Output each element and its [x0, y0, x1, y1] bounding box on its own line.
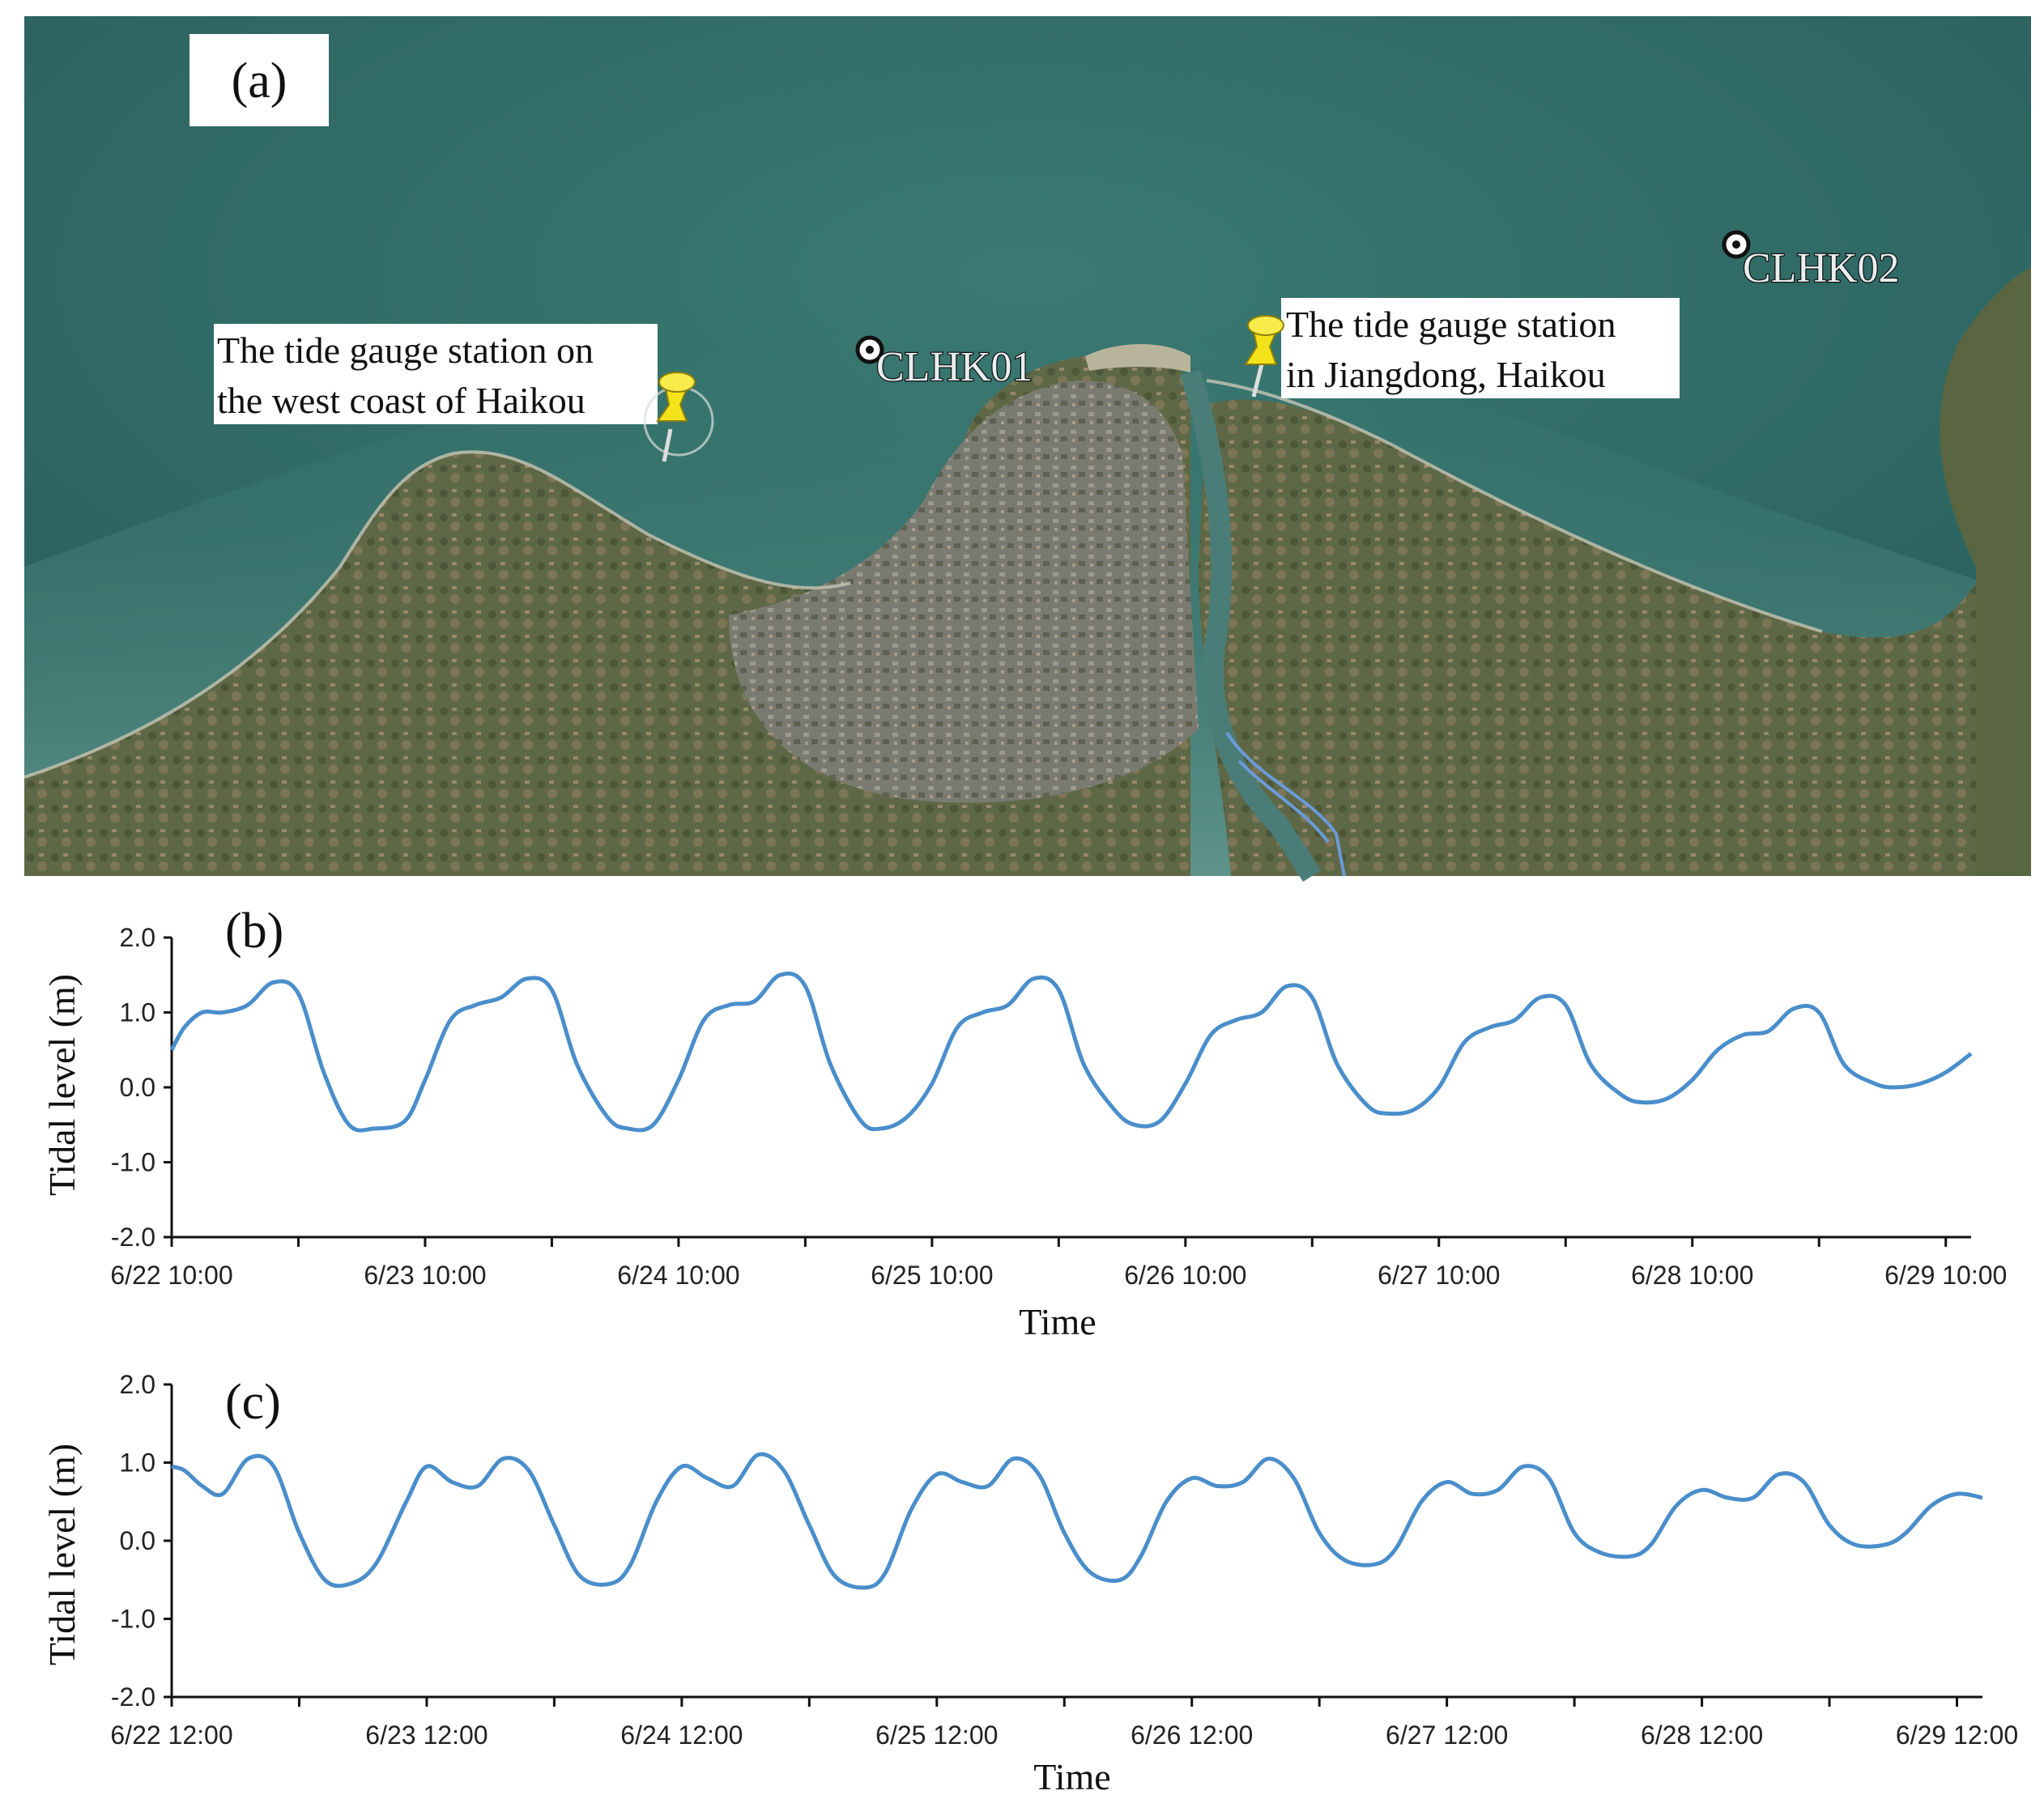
map-east-peninsula — [1940, 267, 2031, 876]
callout-west-line-1: The tide gauge station on — [217, 330, 594, 371]
map-land-east — [1199, 275, 2031, 876]
station-clhk01-label: CLHK01 — [876, 344, 1033, 390]
chart-c-marks — [171, 1452, 1983, 1590]
y-tick-label: 2.0 — [120, 923, 155, 952]
callout-east-line-1: The tide gauge station — [1286, 304, 1616, 345]
chart-b-marks — [169, 971, 1973, 1133]
y-tick-label: 0.0 — [120, 1073, 155, 1102]
chart-panel-b: (b) Tidal level (m) Time 2.0 1.0 0.0 -1.0 -2… — [41, 904, 2007, 1342]
x-axis-title-c: Time — [1033, 1756, 1110, 1797]
x-tick-label: 6/22 12:00 — [110, 1720, 232, 1750]
map-river — [1180, 369, 1321, 882]
callout-west-box — [214, 324, 658, 424]
callout-east-line-2: in Jiangdong, Haikou — [1286, 354, 1606, 395]
x-tick-label: 6/22 10:00 — [110, 1261, 232, 1290]
y-tick-label: -2.0 — [111, 1682, 155, 1712]
panel-label-a: (a) — [232, 53, 287, 108]
x-tick-label: 6/26 12:00 — [1131, 1720, 1253, 1750]
y-tick-label: 0.0 — [120, 1526, 155, 1555]
y-tick-label: 2.0 — [120, 1370, 155, 1399]
y-tick-label: -1.0 — [111, 1148, 155, 1177]
station-clhk02: CLHK02 — [1722, 230, 1901, 292]
map-city — [729, 381, 1199, 803]
chart-panel-c: (c) Tidal level (m) Time 2.0 1.0 0.0 -1.0 -2… — [41, 1370, 2018, 1797]
x-tick-label: 6/26 10:00 — [1124, 1261, 1246, 1290]
pin-icon-east — [1244, 315, 1284, 398]
x-tick-label: 6/27 12:00 — [1386, 1720, 1508, 1750]
x-tick-label: 6/25 12:00 — [875, 1720, 998, 1750]
map-panel: (a) The tide gauge station on the west c… — [23, 16, 2031, 882]
y-tick-label: 1.0 — [120, 1448, 155, 1478]
panel-label-c: (c) — [225, 1375, 281, 1430]
x-tick-label: 6/29 10:00 — [1884, 1261, 2007, 1290]
y-axis-title-b: Tidal level (m) — [41, 974, 83, 1196]
x-tick-label: 6/27 10:00 — [1378, 1261, 1500, 1290]
x-tick-label: 6/28 12:00 — [1641, 1720, 1763, 1750]
x-tick-label: 6/28 10:00 — [1631, 1261, 1753, 1290]
x-tick-label: 6/25 10:00 — [871, 1261, 993, 1290]
y-tick-label: 1.0 — [120, 998, 155, 1027]
series-line-tidal-level — [169, 971, 1973, 1133]
panel-label-b: (b) — [225, 904, 283, 959]
x-tick-label: 6/23 12:00 — [365, 1720, 488, 1750]
y-axis-title-c: Tidal level (m) — [41, 1444, 83, 1665]
x-tick-label: 6/29 12:00 — [1896, 1720, 2018, 1750]
callout-east-box — [1281, 298, 1680, 398]
panel-label-a-box — [189, 34, 329, 126]
station-clhk02-label: CLHK02 — [1743, 245, 1900, 291]
station-clhk01: CLHK01 — [855, 335, 1034, 391]
y-tick-label: -1.0 — [111, 1605, 155, 1634]
y-tick-label: -2.0 — [111, 1223, 155, 1252]
map-river-outline — [1225, 731, 1346, 877]
x-tick-label: 6/23 10:00 — [364, 1261, 486, 1290]
map-coastline — [23, 379, 1823, 779]
x-tick-label: 6/24 12:00 — [620, 1720, 743, 1750]
pin-icon-west — [643, 372, 714, 462]
series-line-tidal-level — [171, 1452, 1983, 1590]
chart-b-axes: 2.0 1.0 0.0 -1.0 -2.0 6/22 10:00 6/23 10:00 6/2… — [110, 923, 2007, 1290]
x-tick-label: 6/24 10:00 — [617, 1261, 739, 1290]
map-sand-spit — [1085, 344, 1190, 372]
callout-west-line-2: the west coast of Haikou — [217, 380, 586, 421]
chart-c-axes: 2.0 1.0 0.0 -1.0 -2.0 6/22 12:00 6/23 12:00 6/2… — [110, 1370, 2018, 1750]
x-axis-title-b: Time — [1019, 1301, 1096, 1342]
